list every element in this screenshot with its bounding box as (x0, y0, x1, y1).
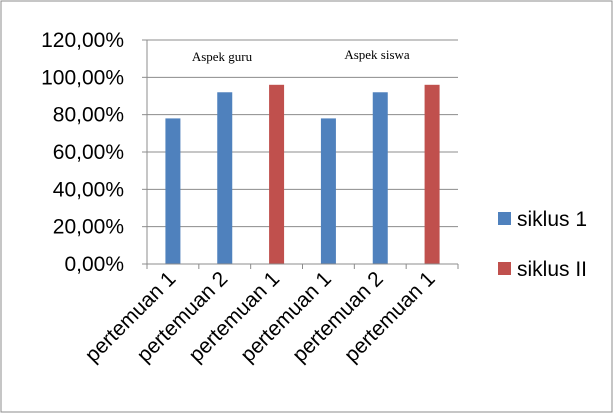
y-tick-label: 20,00% (53, 216, 124, 239)
y-tick-label: 120,00% (41, 29, 124, 52)
annotation-aspek-guru: Aspek guru (192, 49, 253, 64)
bar-siklus-1 (372, 92, 388, 265)
gridlines (147, 39, 458, 228)
bar-siklus-ii (424, 84, 440, 264)
legend-label-siklus-1: siklus 1 (517, 208, 587, 231)
bars (165, 84, 440, 265)
bar-siklus-1 (217, 92, 233, 265)
legend-label-siklus-ii: siklus II (517, 258, 587, 281)
axes (142, 39, 459, 269)
y-tick-label: 0,00% (64, 253, 124, 276)
legend-swatch-siklus-1 (498, 212, 511, 225)
annotations: Aspek guru Aspek siswa (192, 47, 410, 64)
y-tick-label: 60,00% (53, 141, 124, 164)
y-tick-labels: 0,00% 20,00% 40,00% 60,00% 80,00% 100,00% 120,… (41, 29, 124, 276)
bar-siklus-1 (165, 118, 181, 265)
legend-swatch-siklus-ii (498, 262, 511, 275)
annotation-aspek-siswa: Aspek siswa (344, 47, 410, 62)
y-tick-label: 100,00% (41, 66, 124, 89)
legend: siklus 1 siklus II (498, 208, 587, 281)
y-tick-label: 80,00% (53, 104, 124, 127)
y-tick-label: 40,00% (53, 178, 124, 201)
bar-siklus-ii (269, 84, 285, 264)
bar-siklus-1 (320, 118, 336, 265)
